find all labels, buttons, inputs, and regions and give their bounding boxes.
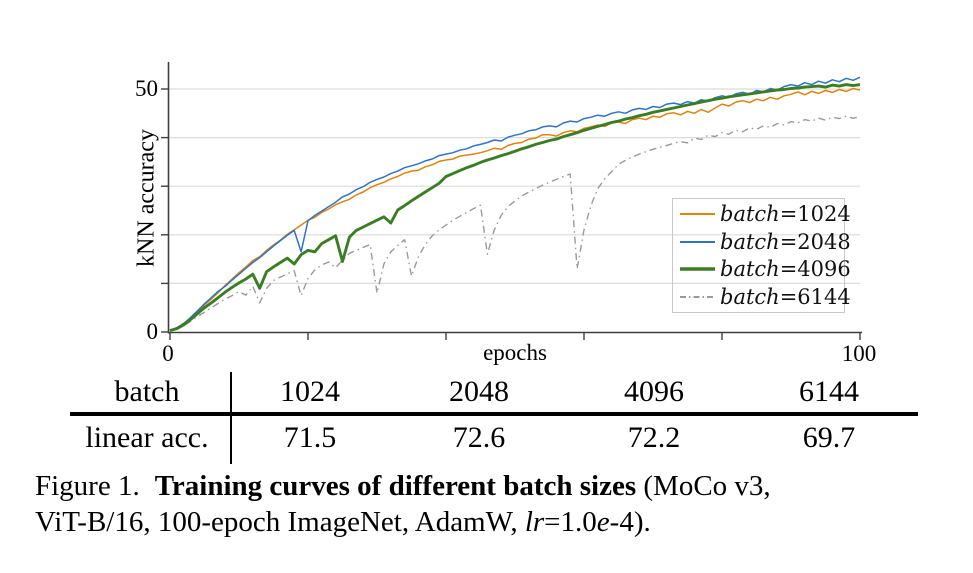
table-horizontal-rule — [70, 412, 918, 416]
y-tick-label-50: 50 — [135, 76, 158, 101]
caption-line-2: ViT-B/16, 100-epoch ImageNet, AdamW, lr=… — [35, 505, 965, 541]
legend-line-batch-6144 — [680, 296, 715, 299]
legend-label-word: batch — [720, 201, 780, 226]
legend-item-batch-1024: batch=1024 — [680, 201, 851, 227]
legend-label-word: batch — [720, 285, 780, 310]
caption-text: =1.0 — [544, 505, 597, 538]
table-col-2048: 2048 — [449, 375, 509, 408]
legend-label-value: =6144 — [779, 285, 851, 310]
x-tick-label-100: 100 — [841, 341, 877, 366]
x-tick-label-0: 0 — [162, 341, 174, 366]
table-col-4096: 4096 — [624, 375, 684, 408]
legend-label-batch-1024: batch=1024 — [720, 202, 851, 226]
legend-item-batch-6144: batch=6144 — [680, 284, 851, 310]
caption-text: (MoCo v3, — [636, 470, 771, 502]
table-value-1024: 71.5 — [283, 421, 337, 454]
table-vertical-rule — [230, 372, 232, 464]
legend-label-batch-6144: batch=6144 — [720, 285, 851, 309]
figure-caption: Figure 1. Training curves of different ba… — [35, 469, 965, 540]
legend-line-batch-1024 — [680, 212, 715, 215]
legend-label-batch-4096: batch=4096 — [720, 257, 851, 281]
caption-lr-italic: lr — [524, 505, 545, 538]
legend-label-value: =1024 — [779, 201, 851, 226]
caption-text: ViT-B/16, 100-epoch ImageNet, AdamW, — [35, 505, 525, 538]
table-row-label-linear-acc: linear acc. — [85, 421, 209, 454]
table-value-6144: 69.7 — [802, 421, 856, 454]
table-header-batch: batch — [114, 375, 180, 408]
legend-line-sample-batch-6144 — [680, 293, 715, 301]
caption-figure-number: Figure 1. — [35, 470, 140, 502]
legend-label-value: =4096 — [779, 257, 851, 282]
x-axis-label: epochs — [483, 340, 547, 365]
legend-label-word: batch — [720, 257, 780, 282]
caption-title-bold: Training curves of different batch sizes — [154, 470, 637, 502]
chart-legend: batch=1024 batch=2048 batch=4096 batch=6… — [672, 198, 851, 313]
legend-line-sample-batch-1024 — [680, 210, 715, 218]
table-col-1024: 1024 — [280, 375, 340, 408]
training-curves-chart — [161, 62, 862, 340]
legend-line-batch-2048 — [680, 240, 715, 243]
series-line-batch-4096 — [169, 83, 861, 332]
legend-item-batch-2048: batch=2048 — [680, 229, 851, 255]
table-value-4096: 72.2 — [627, 421, 681, 454]
series-line-batch-2048 — [169, 76, 861, 332]
legend-label-value: =2048 — [779, 229, 851, 254]
y-tick-label-0: 0 — [146, 319, 159, 344]
series-line-batch-6144 — [169, 115, 861, 332]
legend-line-batch-4096 — [680, 267, 715, 272]
caption-text: -4). — [609, 505, 651, 538]
caption-e-italic: e — [596, 505, 610, 538]
legend-item-batch-4096: batch=4096 — [680, 256, 851, 282]
legend-line-sample-batch-4096 — [680, 265, 715, 273]
y-axis-label: kNN accuracy — [133, 129, 160, 267]
table-value-2048: 72.6 — [452, 421, 506, 454]
caption-line-1: Figure 1. Training curves of different ba… — [35, 469, 965, 505]
table-col-6144: 6144 — [799, 375, 859, 408]
legend-line-sample-batch-2048 — [680, 238, 715, 246]
legend-label-batch-2048: batch=2048 — [720, 230, 851, 254]
legend-label-word: batch — [720, 229, 780, 254]
